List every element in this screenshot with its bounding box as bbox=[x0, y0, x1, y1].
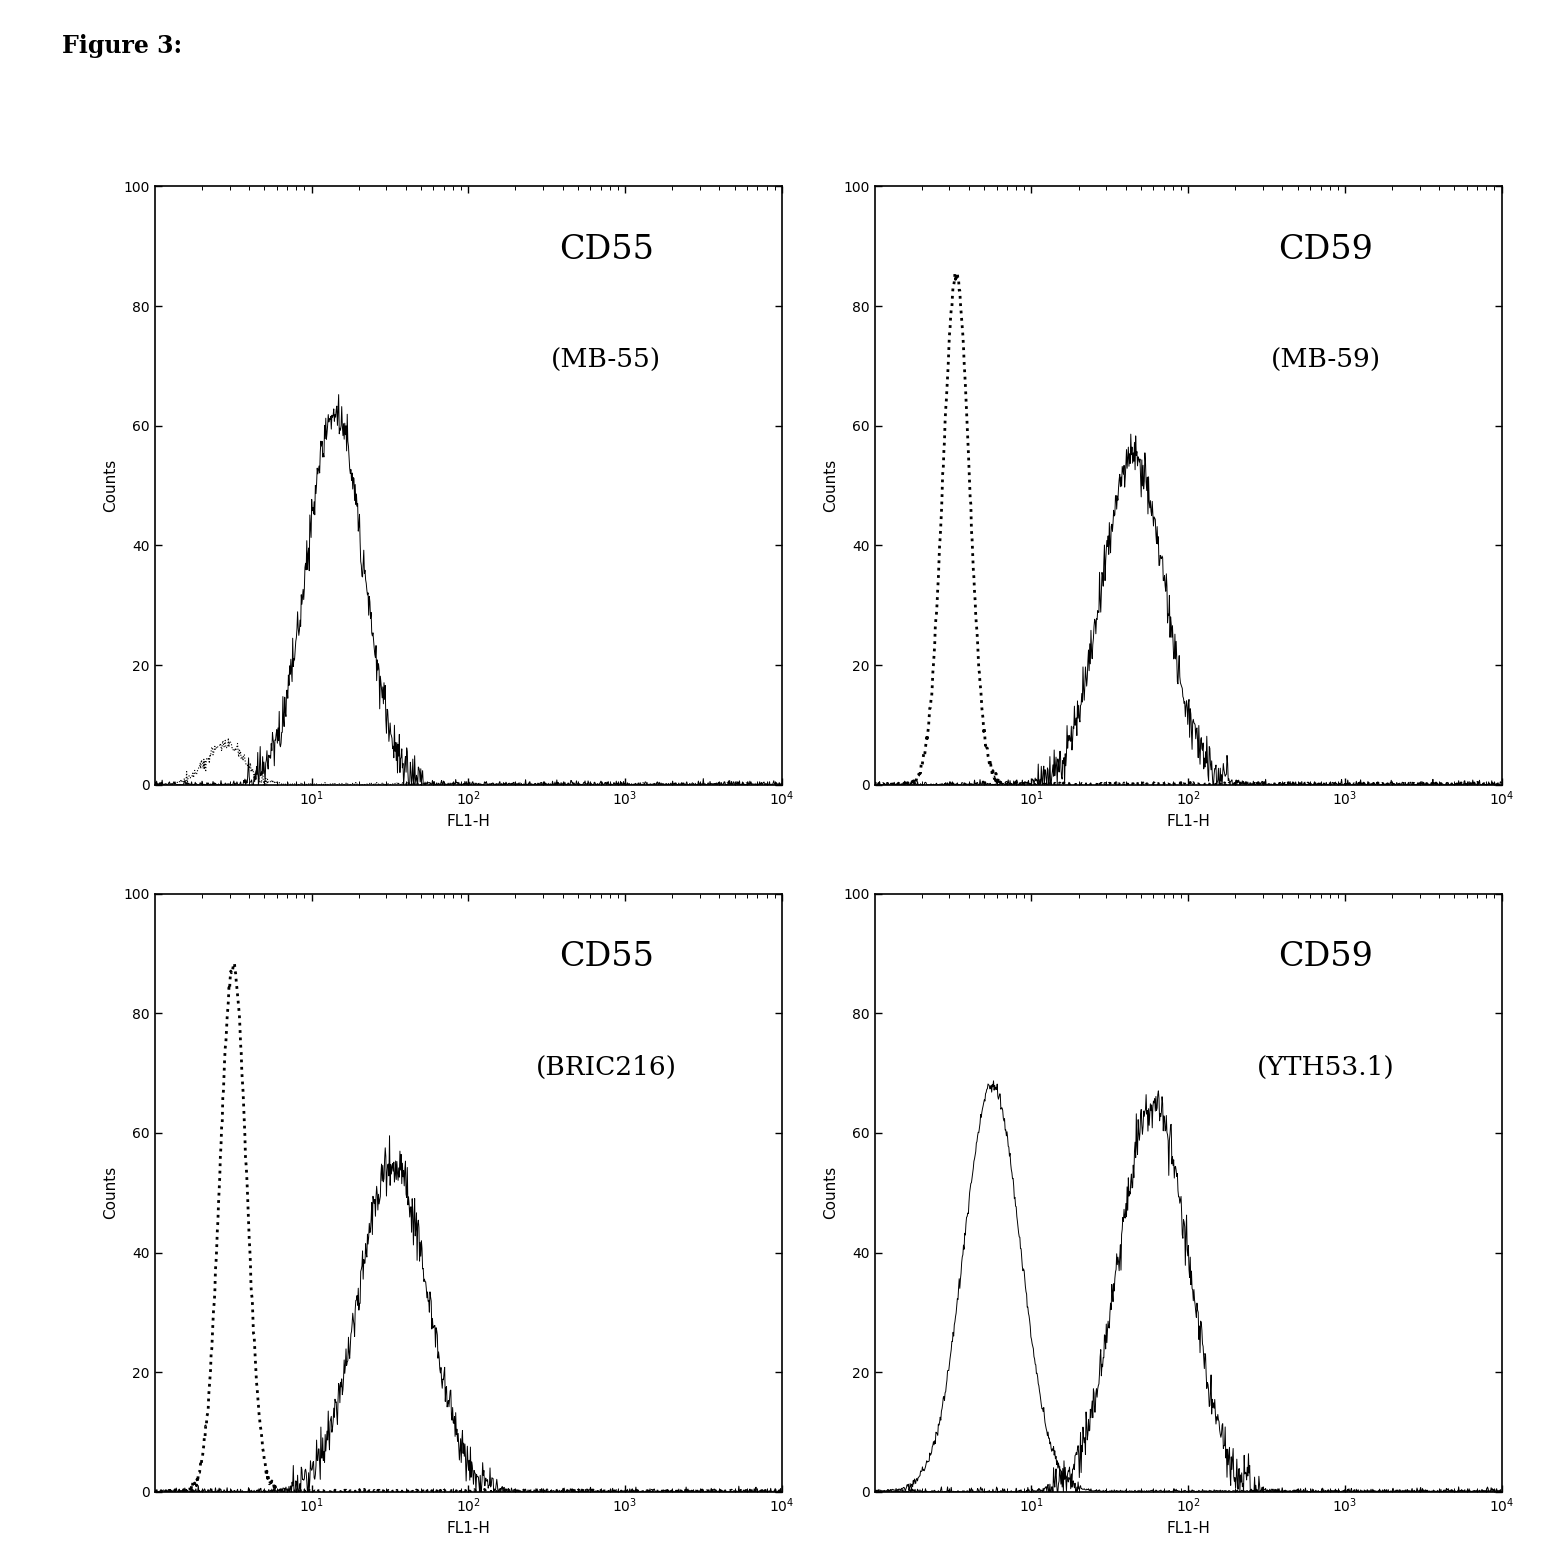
X-axis label: FL1-H: FL1-H bbox=[446, 1521, 491, 1535]
Y-axis label: Counts: Counts bbox=[104, 458, 118, 513]
X-axis label: FL1-H: FL1-H bbox=[446, 814, 491, 828]
Text: CD59: CD59 bbox=[1279, 235, 1373, 266]
Text: CD55: CD55 bbox=[559, 942, 653, 973]
X-axis label: FL1-H: FL1-H bbox=[1166, 1521, 1211, 1535]
Text: CD59: CD59 bbox=[1279, 942, 1373, 973]
Text: (MB-55): (MB-55) bbox=[551, 348, 661, 373]
Y-axis label: Counts: Counts bbox=[104, 1166, 118, 1220]
Text: (MB-59): (MB-59) bbox=[1271, 348, 1381, 373]
Text: (YTH53.1): (YTH53.1) bbox=[1257, 1055, 1395, 1080]
X-axis label: FL1-H: FL1-H bbox=[1166, 814, 1211, 828]
Y-axis label: Counts: Counts bbox=[824, 458, 837, 513]
Y-axis label: Counts: Counts bbox=[824, 1166, 837, 1220]
Text: Figure 3:: Figure 3: bbox=[62, 34, 183, 57]
Text: (BRIC216): (BRIC216) bbox=[536, 1055, 676, 1080]
Text: CD55: CD55 bbox=[559, 235, 653, 266]
